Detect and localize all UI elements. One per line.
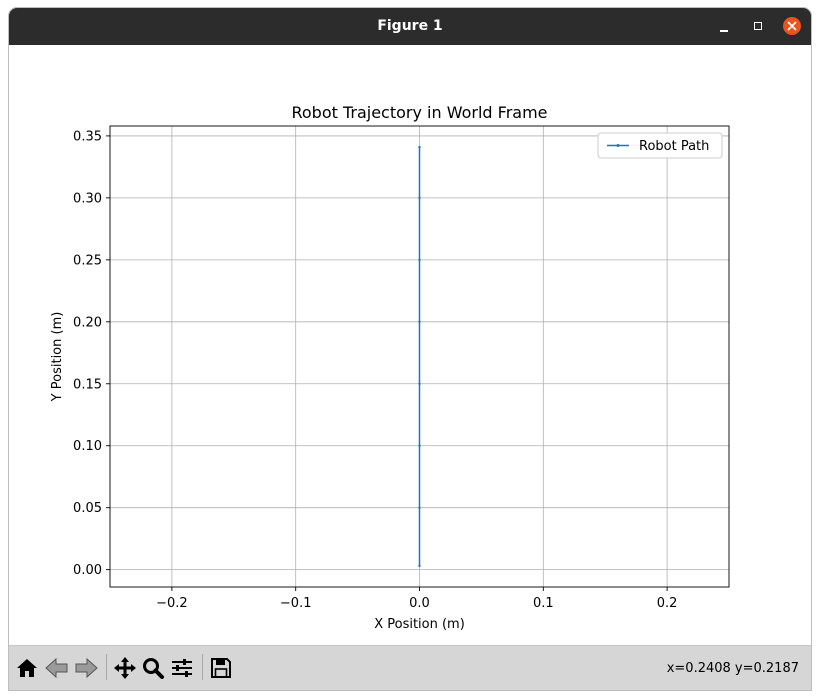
figure-window: Figure 1 −0.2 −0.1 0.0 0.1 0.2 0.00 0.05 0.10 0.… (9, 8, 811, 690)
data-point (418, 564, 421, 568)
home-button[interactable] (13, 654, 41, 682)
save-button[interactable] (207, 654, 235, 682)
forward-icon (75, 657, 98, 679)
cursor-coordinates: x=0.2408 y=0.2187 (666, 661, 799, 676)
close-button[interactable] (778, 8, 808, 45)
save-icon (211, 658, 231, 678)
navigation-toolbar: x=0.2408 y=0.2187 (9, 645, 811, 690)
x-tick-label: −0.2 (156, 596, 188, 611)
chart-title: Robot Trajectory in World Frame (291, 103, 547, 122)
legend-box (597, 132, 723, 159)
x-axis-label: X Position (m) (374, 617, 465, 632)
pan-icon (114, 657, 136, 679)
maximize-button[interactable] (743, 8, 773, 45)
configure-button[interactable] (168, 654, 196, 682)
data-point (418, 382, 421, 385)
zoom-icon (143, 658, 164, 679)
y-tick-label: 0.30 (73, 191, 102, 206)
minimize-button[interactable] (709, 8, 739, 45)
data-point (418, 444, 421, 447)
legend-label-robot-path: Robot Path (639, 139, 709, 154)
data-point (418, 196, 421, 200)
back-button[interactable] (43, 654, 71, 682)
toolbar-separator (202, 654, 203, 680)
close-icon (783, 17, 801, 35)
y-tick-label: 0.10 (73, 439, 102, 454)
x-tick-label: 0.1 (533, 596, 554, 611)
x-tick-label: 0.2 (657, 596, 678, 611)
data-point (418, 320, 421, 324)
legend-marker-robot-path (616, 144, 620, 147)
y-tick-label: 0.00 (73, 563, 102, 578)
y-tick-label: 0.05 (73, 501, 102, 516)
zoom-button[interactable] (139, 654, 167, 682)
home-icon (17, 659, 37, 677)
data-point (418, 145, 421, 149)
back-icon (45, 657, 68, 679)
y-tick-label: 0.20 (73, 315, 102, 330)
y-tick-label: 0.15 (73, 377, 102, 392)
y-tick-label: 0.35 (73, 129, 102, 144)
y-axis-label: Y Position (m) (50, 312, 65, 403)
chart[interactable]: −0.2 −0.1 0.0 0.1 0.2 0.00 0.05 0.10 0.15 0.20 0.2… (9, 45, 811, 645)
configure-icon (172, 659, 192, 677)
title-bar[interactable]: Figure 1 (9, 8, 811, 45)
pan-button[interactable] (111, 654, 139, 682)
forward-button[interactable] (72, 654, 100, 682)
x-tick-label: 0.0 (409, 596, 430, 611)
figure-canvas[interactable]: −0.2 −0.1 0.0 0.1 0.2 0.00 0.05 0.10 0.15 0.20 0.2… (9, 45, 811, 645)
data-point (418, 258, 421, 262)
toolbar-separator (106, 654, 107, 680)
x-tick-label: −0.1 (280, 596, 312, 611)
data-point (418, 506, 421, 509)
window-title: Figure 1 (377, 18, 443, 34)
y-tick-label: 0.25 (73, 253, 102, 268)
